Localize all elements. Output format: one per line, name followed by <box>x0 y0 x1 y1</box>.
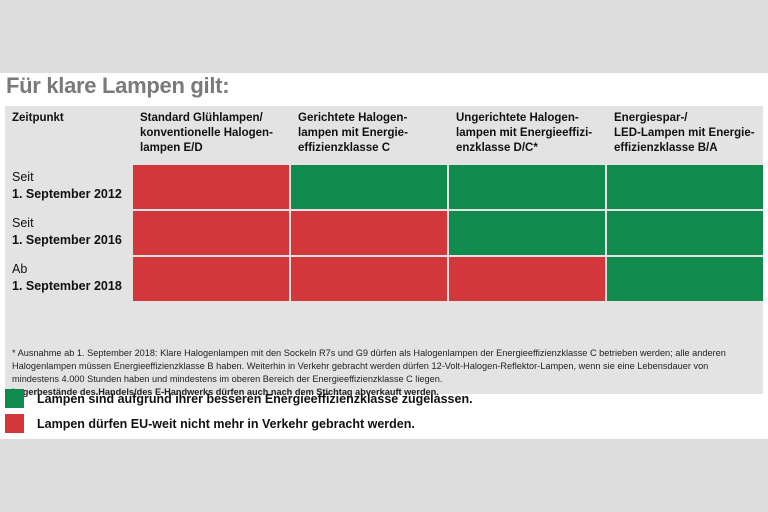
column-header-1-line-2: konventionelle Halogen- <box>140 127 273 139</box>
column-header-4-line-2: LED-Lampen mit Energie- <box>614 127 755 139</box>
status-cell-banned <box>291 257 447 301</box>
page-title: Für klare Lampen gilt: <box>6 73 230 98</box>
row-label-1: Seit 1. September 2012 <box>5 165 131 209</box>
row-date: 1. September 2016 <box>12 233 122 247</box>
row-date: 1. September 2012 <box>12 187 122 201</box>
status-cell-allowed <box>607 165 763 209</box>
column-header-1-line-1: Standard Glühlampen/ <box>140 112 263 124</box>
header-zeitpunkt: Zeitpunkt <box>12 112 64 124</box>
column-header-2-line-3: effizienzklasse C <box>298 142 391 154</box>
column-header-3-line-3: enzklasse D/C* <box>456 142 538 154</box>
legend-label-allowed: Lampen sind aufgrund ihrer besseren Ener… <box>37 391 473 406</box>
status-cell-allowed <box>607 257 763 301</box>
status-cell-allowed <box>291 165 447 209</box>
column-header-1: Standard Glühlampen/konventionelle Halog… <box>133 106 289 163</box>
column-header-3-line-2: lampen mit Energieeffizi- <box>456 127 593 139</box>
column-header-4-line-3: effizienzklasse B/A <box>614 142 718 154</box>
legend-swatch-green <box>5 389 24 408</box>
column-header-1-line-3: lampen E/D <box>140 142 203 154</box>
row-label-2: Seit 1. September 2016 <box>5 211 131 255</box>
row-prefix: Seit <box>12 216 34 230</box>
status-cell-allowed <box>449 211 605 255</box>
row-prefix: Ab <box>12 262 28 276</box>
row-date: 1. September 2018 <box>12 279 122 293</box>
lamp-table: Zeitpunkt Standard Glühlampen/konvention… <box>5 106 763 343</box>
column-header-4: Energiespar-/ LED-Lampen mit Energie-effi… <box>607 106 763 163</box>
status-cell-banned <box>133 165 289 209</box>
footnote-text: * Ausnahme ab 1. September 2018: Klare H… <box>12 348 726 384</box>
row-prefix: Seit <box>12 170 34 184</box>
status-cell-banned <box>133 257 289 301</box>
column-header-2-line-2: lampen mit Energie- <box>298 127 408 139</box>
legend-label-banned: Lampen dürfen EU-weit nicht mehr in Verk… <box>37 416 415 431</box>
column-header-3-line-1: Ungerichtete Halogen- <box>456 112 579 124</box>
status-cell-banned <box>291 211 447 255</box>
row-label-3: Ab 1. September 2018 <box>5 257 131 301</box>
footnote-bold: Lagerbestände des Handels/des E-Handwerk… <box>12 387 439 397</box>
status-cell-banned <box>133 211 289 255</box>
legend-allowed: Lampen sind aufgrund ihrer besseren Ener… <box>5 389 473 408</box>
column-header-4-line-1: Energiespar-/ <box>614 112 688 124</box>
column-header-2: Gerichtete Halogen-lampen mit Energie-ef… <box>291 106 447 163</box>
status-cell-allowed <box>607 211 763 255</box>
status-cell-banned <box>449 257 605 301</box>
column-header-2-line-1: Gerichtete Halogen- <box>298 112 408 124</box>
legend-banned: Lampen dürfen EU-weit nicht mehr in Verk… <box>5 414 415 433</box>
info-panel: Für klare Lampen gilt: Zeitpunkt Standar… <box>0 73 768 439</box>
status-cell-allowed <box>449 165 605 209</box>
legend-swatch-red <box>5 414 24 433</box>
column-header-3: Ungerichtete Halogen-lampen mit Energiee… <box>449 106 605 163</box>
footnote: * Ausnahme ab 1. September 2018: Klare H… <box>5 343 763 397</box>
